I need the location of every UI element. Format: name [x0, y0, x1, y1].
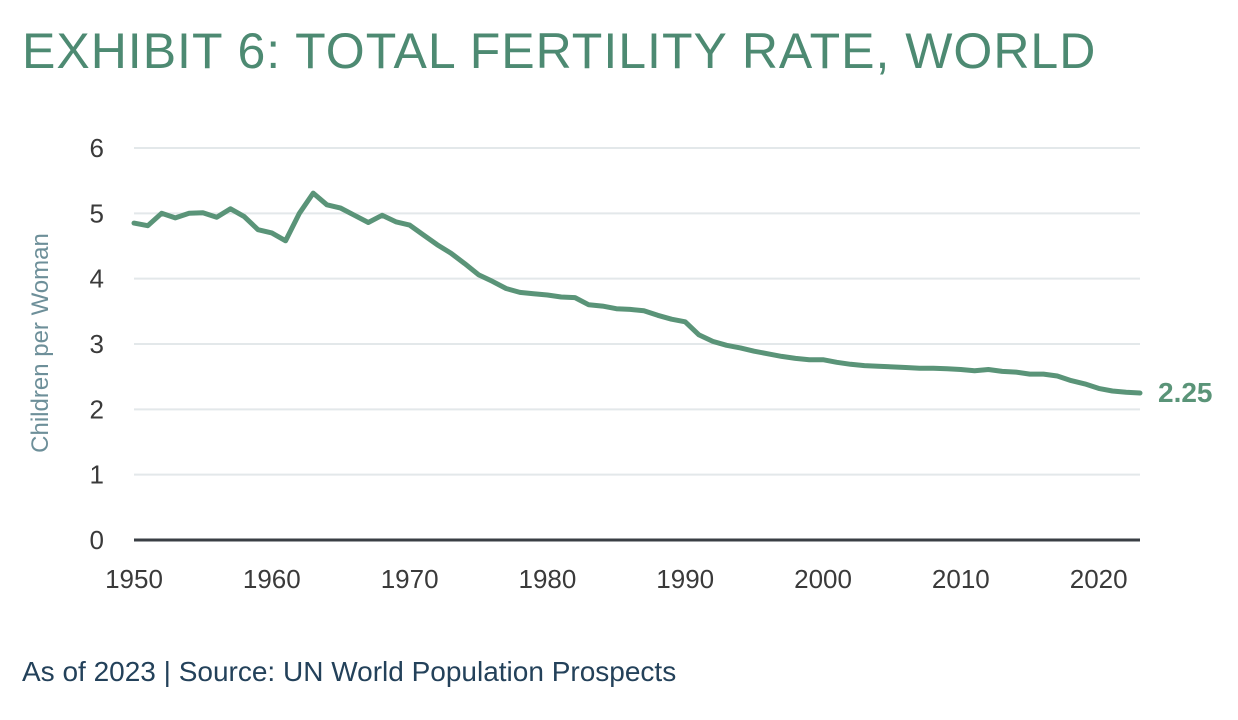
x-tick-label: 1980 [519, 564, 577, 594]
x-tick-label: 2010 [932, 564, 990, 594]
x-tick-label: 1960 [243, 564, 301, 594]
y-tick-label: 0 [90, 525, 104, 555]
y-tick-label: 6 [90, 133, 104, 163]
x-tick-label: 1970 [381, 564, 439, 594]
y-tick-label: 1 [90, 460, 104, 490]
y-tick-label: 3 [90, 329, 104, 359]
x-tick-label: 1990 [656, 564, 714, 594]
y-tick-label: 2 [90, 394, 104, 424]
series-line-0 [131, 190, 1143, 396]
x-tick-label: 1950 [105, 564, 163, 594]
chart-title: EXHIBIT 6: TOTAL FERTILITY RATE, WORLD [22, 23, 1097, 79]
x-tick-label: 2000 [794, 564, 852, 594]
x-tick-label: 2020 [1070, 564, 1128, 594]
source-footnote: As of 2023 | Source: UN World Population… [22, 656, 677, 687]
y-tick-label: 5 [90, 198, 104, 228]
y-tick-label: 4 [90, 264, 104, 294]
y-axis-label: Children per Woman [27, 233, 54, 453]
end-value-label: 2.25 [1158, 377, 1213, 408]
